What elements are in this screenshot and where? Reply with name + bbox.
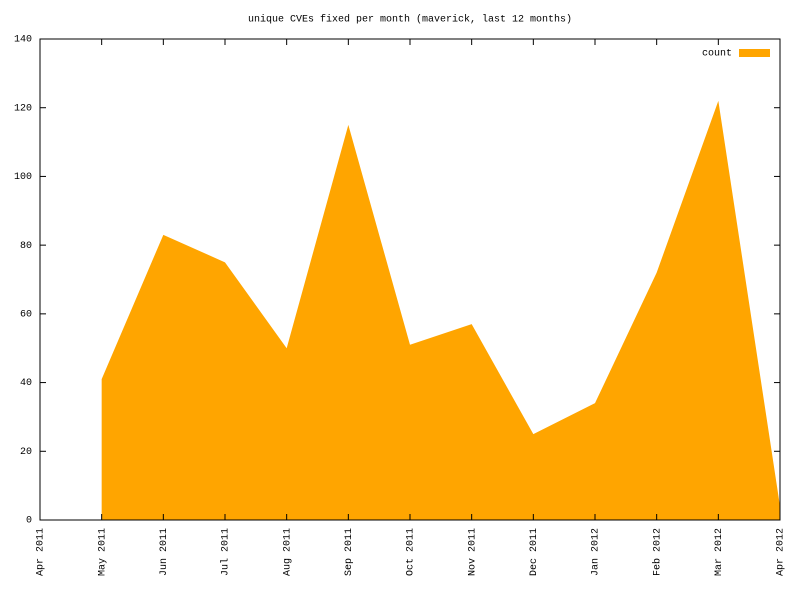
x-tick-label: Feb 2012 [651,528,663,576]
y-tick-label: 120 [14,103,32,114]
x-tick-label: Jun 2011 [159,528,170,576]
x-tick-label: Jul 2011 [220,528,232,576]
legend-label: count [702,49,732,60]
x-tick-label: Dec 2011 [529,528,540,576]
legend-swatch [739,49,770,57]
x-tick-label: Apr 2012 [776,528,787,576]
area [101,100,780,520]
x-tick-label: Apr 2011 [36,528,47,576]
x-tick-label: May 2011 [97,528,108,576]
x-tick-label: Aug 2011 [282,528,293,576]
y-tick-label: 60 [20,309,32,320]
y-tick-label: 0 [26,516,32,527]
x-tick-label: Mar 2012 [714,528,725,576]
x-tick-label: Oct 2011 [406,528,417,576]
y-tick-label: 40 [20,378,32,389]
x-tick-label: Nov 2011 [467,528,478,576]
x-tick-label: Sep 2011 [344,528,355,576]
chart-title: unique CVEs fixed per month (maverick, l… [248,14,572,26]
y-tick-label: 80 [20,241,32,252]
y-tick-label: 20 [20,447,32,458]
y-tick-label: 100 [14,172,32,183]
x-tick-label: Jan 2012 [591,528,602,576]
y-tick-label: 140 [14,35,32,46]
